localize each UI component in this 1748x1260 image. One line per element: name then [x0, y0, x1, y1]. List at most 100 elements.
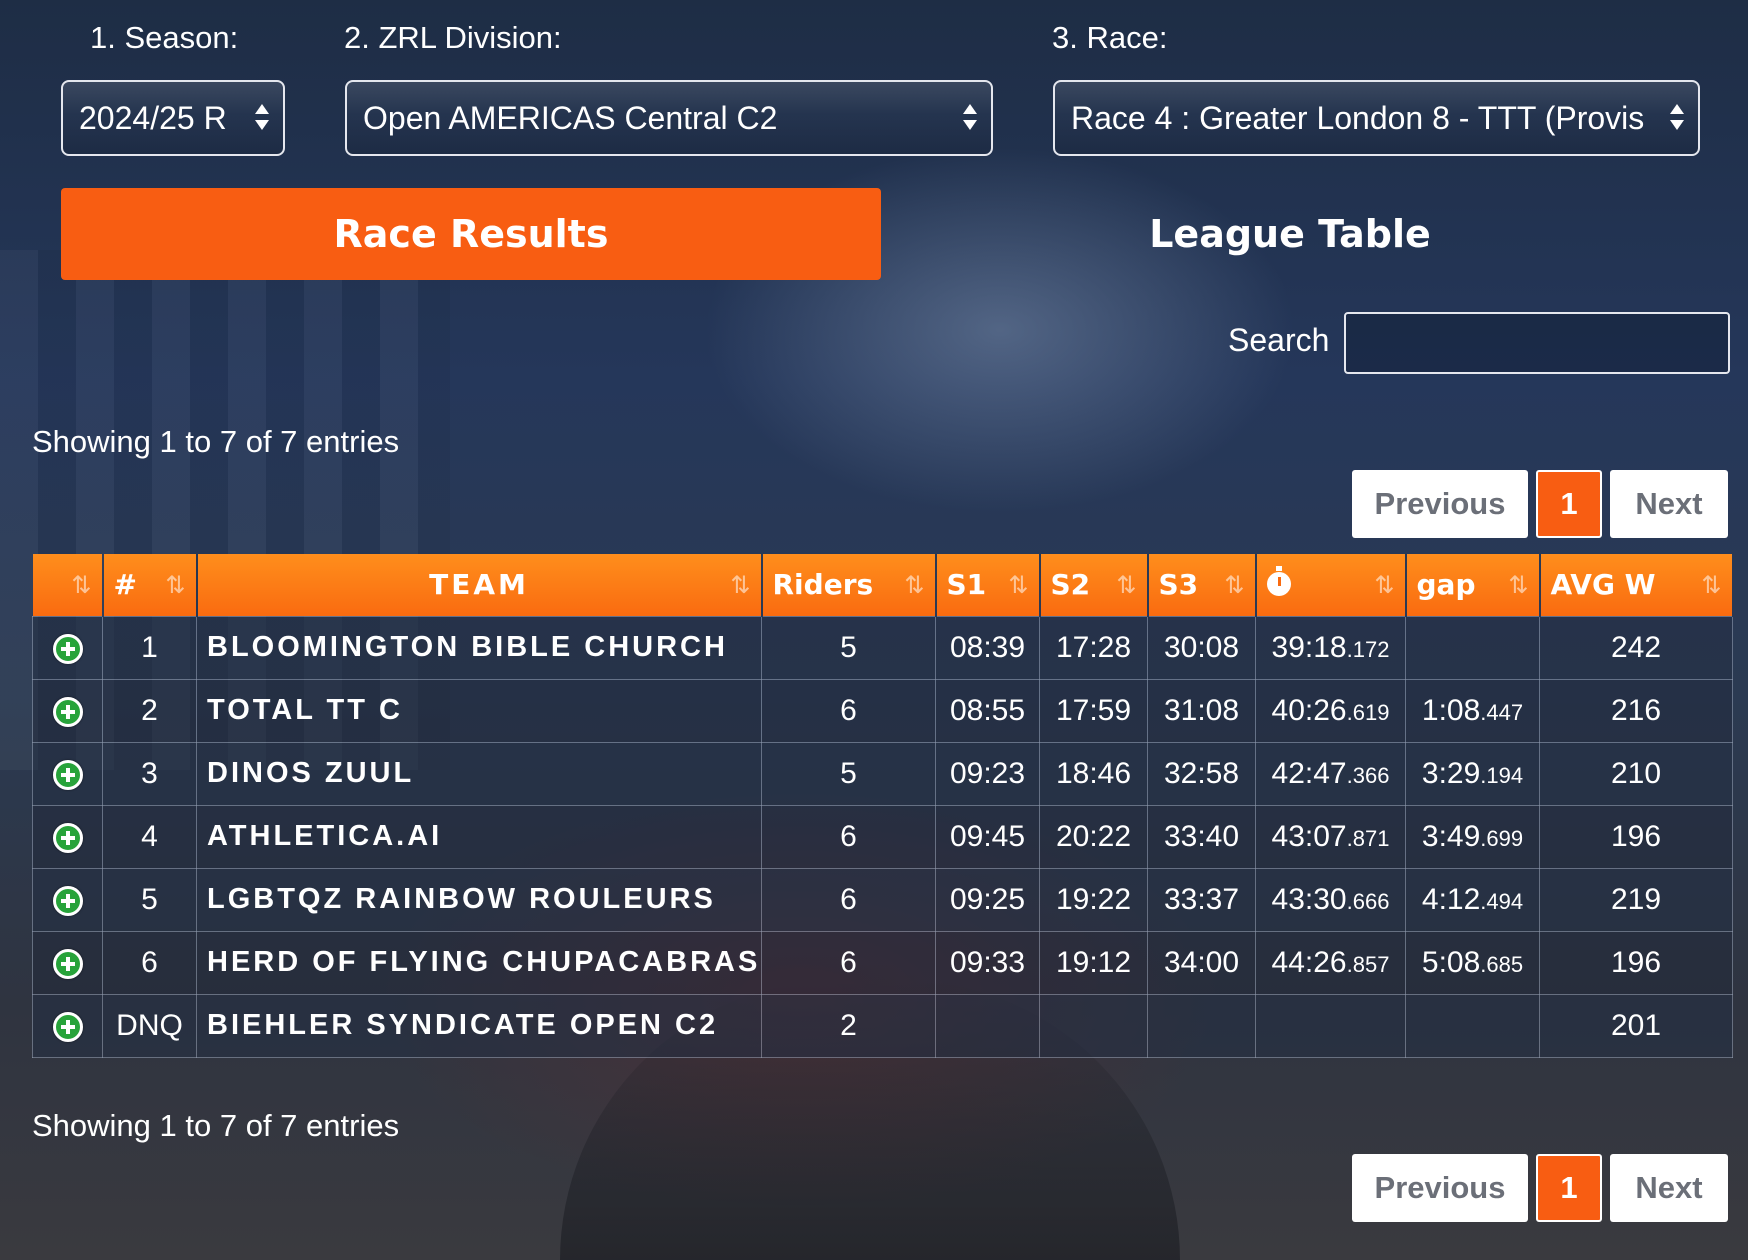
col-rank-header[interactable]: # ⇅	[102, 554, 197, 616]
next-button[interactable]: Next	[1610, 1154, 1728, 1222]
select-arrows-icon	[253, 82, 271, 154]
s1-cell: 09:33	[935, 930, 1040, 995]
table-row: 2 TOTAL TT C 6 08:55 17:59 31:08 40:26.619 1:08…	[32, 678, 1733, 743]
entries-info-top: Showing 1 to 7 of 7 entries	[32, 424, 400, 459]
riders-cell: 5	[761, 741, 936, 806]
row-expand-cell[interactable]	[32, 993, 103, 1058]
s3-cell: 31:08	[1147, 678, 1256, 743]
previous-button[interactable]: Previous	[1352, 470, 1528, 538]
row-expand-cell[interactable]	[32, 615, 103, 680]
s1-cell: 09:25	[935, 867, 1040, 932]
team-cell: DINOS ZUUL	[196, 741, 762, 806]
race-select[interactable]: Race 4 : Greater London 8 - TTT (Provis	[1053, 80, 1700, 156]
row-expand-cell[interactable]	[32, 741, 103, 806]
avg-w-cell: 196	[1539, 804, 1733, 869]
team-cell: HERD OF FLYING CHUPACABRAS	[196, 930, 762, 995]
expand-plus-icon[interactable]	[52, 696, 83, 727]
stopwatch-icon	[1266, 566, 1291, 597]
rank-cell: 6	[102, 930, 197, 995]
s1-cell: 09:45	[935, 804, 1040, 869]
col-expand-header[interactable]: ⇅	[32, 554, 103, 616]
expand-plus-icon[interactable]	[52, 759, 83, 790]
time-cell: 43:07.871	[1255, 804, 1406, 869]
col-gap-header[interactable]: gap ⇅	[1405, 554, 1540, 616]
riders-cell: 2	[761, 993, 936, 1058]
rank-cell: DNQ	[102, 993, 197, 1058]
division-label: 2. ZRL Division:	[344, 20, 562, 55]
expand-plus-icon[interactable]	[52, 822, 83, 853]
gap-cell	[1405, 615, 1540, 680]
gap-cell: 1:08.447	[1405, 678, 1540, 743]
row-expand-cell[interactable]	[32, 804, 103, 869]
rank-cell: 4	[102, 804, 197, 869]
col-time-header[interactable]: ⇅	[1255, 554, 1406, 616]
s3-cell: 34:00	[1147, 930, 1256, 995]
s2-cell: 20:22	[1039, 804, 1148, 869]
rank-cell: 1	[102, 615, 197, 680]
s1-cell: 09:23	[935, 741, 1040, 806]
team-cell: LGBTQZ RAINBOW ROULEURS	[196, 867, 762, 932]
rank-cell: 5	[102, 867, 197, 932]
previous-button[interactable]: Previous	[1352, 1154, 1528, 1222]
avg-w-cell: 196	[1539, 930, 1733, 995]
s3-cell: 30:08	[1147, 615, 1256, 680]
sort-icon: ⇅	[1701, 571, 1722, 599]
s2-cell: 19:12	[1039, 930, 1148, 995]
season-select[interactable]: 2024/25 R	[61, 80, 285, 156]
table-row: 3 DINOS ZUUL 5 09:23 18:46 32:58 42:47.366 3:29…	[32, 741, 1733, 806]
time-cell: 43:30.666	[1255, 867, 1406, 932]
sort-icon: ⇅	[730, 571, 751, 599]
sort-icon: ⇅	[1224, 571, 1245, 599]
tab-race-results[interactable]: Race Results	[61, 188, 881, 280]
row-expand-cell[interactable]	[32, 678, 103, 743]
time-cell	[1255, 993, 1406, 1058]
expand-plus-icon[interactable]	[52, 633, 83, 664]
riders-cell: 6	[761, 678, 936, 743]
search-input[interactable]	[1344, 312, 1730, 374]
division-select-value: Open AMERICAS Central C2	[363, 100, 778, 136]
s1-cell: 08:55	[935, 678, 1040, 743]
col-riders-header[interactable]: Riders ⇅	[761, 554, 936, 616]
search-label: Search	[1228, 322, 1330, 358]
sort-icon: ⇅	[1374, 571, 1395, 599]
gap-cell: 4:12.494	[1405, 867, 1540, 932]
team-cell: BIEHLER SYNDICATE OPEN C2	[196, 993, 762, 1058]
s3-cell: 33:37	[1147, 867, 1256, 932]
rank-cell: 3	[102, 741, 197, 806]
expand-plus-icon[interactable]	[52, 885, 83, 916]
s2-cell	[1039, 993, 1148, 1058]
row-expand-cell[interactable]	[32, 867, 103, 932]
riders-cell: 5	[761, 615, 936, 680]
sort-icon: ⇅	[165, 571, 186, 599]
col-s2-header[interactable]: S2 ⇅	[1039, 554, 1148, 616]
tab-league-table[interactable]: League Table	[1149, 212, 1431, 256]
race-select-value: Race 4 : Greater London 8 - TTT (Provis	[1071, 100, 1645, 136]
row-expand-cell[interactable]	[32, 930, 103, 995]
col-avgw-header[interactable]: AVG W ⇅	[1539, 554, 1733, 616]
time-cell: 39:18.172	[1255, 615, 1406, 680]
col-s1-header[interactable]: S1 ⇅	[935, 554, 1040, 616]
table-row: DNQ BIEHLER SYNDICATE OPEN C2 2 201	[32, 993, 1733, 1058]
col-team-header[interactable]: TEAM ⇅	[196, 554, 762, 616]
sort-icon: ⇅	[1008, 571, 1029, 599]
entries-info-bottom: Showing 1 to 7 of 7 entries	[32, 1108, 400, 1143]
sort-icon: ⇅	[1508, 571, 1529, 599]
select-arrows-icon	[961, 82, 979, 154]
next-button[interactable]: Next	[1610, 470, 1728, 538]
expand-plus-icon[interactable]	[52, 948, 83, 979]
gap-cell	[1405, 993, 1540, 1058]
s2-cell: 19:22	[1039, 867, 1148, 932]
expand-plus-icon[interactable]	[52, 1011, 83, 1042]
table-row: 5 LGBTQZ RAINBOW ROULEURS 6 09:25 19:22 33:37…	[32, 867, 1733, 932]
page-1-button[interactable]: 1	[1536, 1154, 1602, 1222]
results-table: ⇅ # ⇅ TEAM ⇅ Riders ⇅ S1 ⇅ S2 ⇅ S3 ⇅ ⇅ gap ⇅ AV…	[32, 554, 1733, 1058]
s2-cell: 17:59	[1039, 678, 1148, 743]
race-label: 3. Race:	[1052, 20, 1168, 55]
page-1-button[interactable]: 1	[1536, 470, 1602, 538]
division-select[interactable]: Open AMERICAS Central C2	[345, 80, 993, 156]
team-cell: TOTAL TT C	[196, 678, 762, 743]
riders-cell: 6	[761, 867, 936, 932]
gap-cell: 3:29.194	[1405, 741, 1540, 806]
avg-w-cell: 242	[1539, 615, 1733, 680]
col-s3-header[interactable]: S3 ⇅	[1147, 554, 1256, 616]
